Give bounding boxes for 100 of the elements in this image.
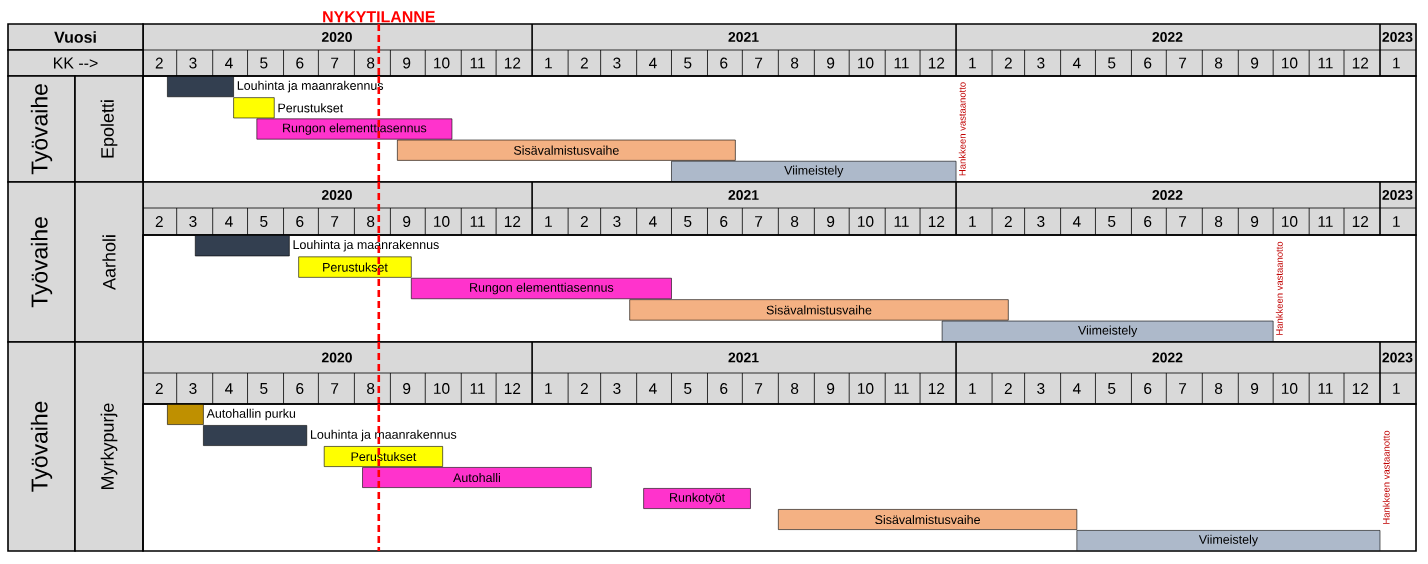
x-tick-label: 9 [403, 57, 411, 69]
x-tick-label: 10 [1281, 57, 1298, 69]
x-tick-label: 5 [1108, 216, 1116, 227]
y-tick-label: Louhinta ja maanrakennus [237, 80, 384, 93]
x-tick-label: 2 [580, 57, 588, 69]
x2-tick-label: 2023 [1382, 32, 1413, 42]
x-tick-label: 7 [331, 383, 339, 394]
x-tick-label: 5 [1108, 383, 1116, 394]
x-tick-label: 5 [260, 57, 268, 69]
x-tick-label: 2 [1004, 216, 1012, 227]
x-tick-label: 9 [403, 383, 411, 394]
y-tick-label: Viimeistely [1198, 534, 1259, 547]
y-tick-label: Sisävalmistusvaihe [513, 145, 619, 155]
y-tick-label: Autohalli [453, 472, 500, 483]
x-tick-label: 3 [1037, 383, 1045, 394]
x-tick-label: 8 [790, 57, 799, 69]
x-tick-label: 8 [367, 383, 375, 394]
x-tick-label: 8 [790, 383, 799, 394]
y-tick-label: Louhinta ja maanrakennus [310, 429, 457, 442]
x-axis-title: KK --> [54, 57, 98, 69]
x-tick-label: 10 [1281, 216, 1298, 227]
x-tick-label: 4 [648, 216, 657, 227]
x-tick-label: 4 [225, 216, 233, 227]
x-tick-label: 12 [1352, 216, 1369, 227]
x-tick-label: 1 [1393, 383, 1400, 394]
x-tick-label: 2 [580, 383, 588, 394]
y-tick-label: Rungon elementtiasennus [470, 282, 614, 295]
x-tick-label: 12 [928, 383, 945, 394]
x-tick-label: 1 [969, 216, 976, 227]
x-tick-label: 5 [684, 57, 692, 69]
x-tick-label: 6 [720, 57, 728, 69]
x-tick-label: 2 [155, 383, 163, 394]
x2-tick-label: 2023 [1382, 352, 1413, 363]
x-tick-label: 9 [827, 216, 835, 227]
x-tick-label: 11 [894, 383, 909, 394]
x-tick-label: 11 [1318, 216, 1333, 227]
text: Epoletti [100, 100, 118, 158]
x-tick-label: 11 [470, 57, 485, 69]
x-tick-label: 10 [434, 383, 450, 394]
x-tick-label: 3 [613, 383, 621, 394]
x-tick-label: 7 [331, 216, 339, 227]
annotation: Hankkeen vastaanotto [1382, 430, 1390, 524]
x-tick-label: 7 [755, 216, 763, 227]
x2-tick-label: 2021 [728, 352, 759, 363]
x-tick-label: 7 [1179, 216, 1187, 227]
y-tick-label: Viimeistely [784, 165, 844, 178]
x-tick-label: 6 [720, 216, 728, 227]
y-axis-title: Työvaihe [30, 217, 53, 308]
x-tick-label: 9 [1250, 383, 1259, 394]
y-tick-label: Sisävalmistusvaihe [875, 514, 980, 525]
x-tick-label: 11 [470, 383, 485, 394]
x-tick-label: 6 [1144, 383, 1152, 394]
x2-tick-label: 2020 [321, 190, 352, 200]
y-axis-title: Työvaihe [30, 401, 53, 492]
x-tick-label: 6 [296, 57, 304, 69]
x-tick-label: 12 [1352, 57, 1369, 69]
x-tick-label: 5 [1108, 57, 1116, 69]
x-tick-label: 11 [1318, 383, 1333, 394]
x-tick-label: 11 [470, 216, 485, 227]
y-tick-label: Perustukset [351, 451, 417, 462]
x2-tick-label: 2022 [1152, 352, 1183, 363]
x-tick-label: 4 [648, 57, 657, 69]
x-tick-label: 9 [827, 57, 835, 69]
x-tick-label: 9 [1250, 216, 1259, 227]
x-tick-label: 9 [1250, 57, 1259, 69]
annotation: Hankkeen vastaanotto [1275, 241, 1283, 335]
x-tick-label: 7 [331, 57, 339, 69]
x-tick-label: 11 [1318, 57, 1333, 69]
x-tick-label: 8 [1214, 383, 1223, 394]
x-tick-label: 10 [858, 216, 874, 227]
x-tick-label: 7 [755, 57, 763, 69]
x2-tick-label: 2020 [321, 32, 352, 42]
x-tick-label: 10 [434, 216, 450, 227]
x-tick-label: 12 [928, 57, 945, 69]
x-tick-label: 5 [260, 383, 268, 394]
x-tick-label: 9 [403, 216, 411, 227]
x2-tick-label: 2020 [321, 352, 352, 363]
x-tick-label: 8 [367, 216, 375, 227]
x-tick-label: 8 [1214, 216, 1223, 227]
x-tick-label: 4 [1072, 216, 1081, 227]
x-tick-label: 9 [827, 383, 835, 394]
x-tick-label: 3 [189, 57, 197, 69]
x-tick-label: 2 [155, 216, 163, 227]
x-tick-label: 10 [858, 57, 874, 69]
x-tick-label: 1 [545, 216, 552, 227]
x-tick-label: 6 [720, 383, 728, 394]
x-tick-label: 3 [1037, 57, 1045, 69]
y-tick-label: Sisävalmistusvaihe [766, 305, 872, 315]
x-tick-label: 3 [189, 216, 197, 227]
x-tick-label: 2 [1004, 57, 1012, 69]
x-tick-label: 12 [928, 216, 945, 227]
x-tick-label: 1 [969, 383, 976, 394]
y-axis-title: Työvaihe [30, 84, 53, 175]
x-tick-label: 4 [648, 383, 657, 394]
x-tick-label: 2 [1004, 383, 1012, 394]
x-tick-label: 10 [1281, 383, 1298, 394]
x-tick-label: 8 [790, 216, 799, 227]
x-tick-label: 1 [545, 383, 552, 394]
x-tick-label: 6 [296, 383, 304, 394]
x-tick-label: 12 [504, 57, 521, 69]
